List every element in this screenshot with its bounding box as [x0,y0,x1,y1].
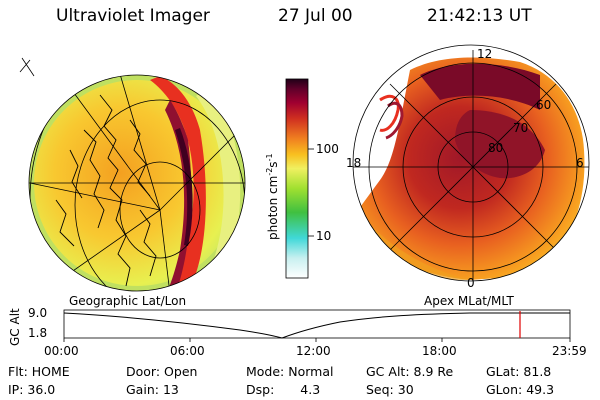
colorbar [285,78,309,279]
altitude-xtick-1800: 18:00 [422,344,457,358]
dsp-value: 4.3 [300,382,321,397]
left-panel-caption: Geographic Lat/Lon [69,294,187,308]
glon-value: 49.3 [526,382,555,397]
right-panel-caption: Apex MLat/MLT [424,294,514,308]
mlt-label-18: 18 [346,156,362,170]
mlt-label-6: 6 [576,156,584,170]
door-value: Open [164,364,198,379]
flt-field: Flt: HOME [8,364,70,379]
colorbar-units: photon cm-2s-1 [265,153,280,240]
gcalt-field: GC Alt: 8.9 Re [366,364,454,379]
ip-field: IP: 36.0 [8,382,56,397]
magnetic-image [353,45,589,281]
ip-value: 36.0 [27,382,56,397]
mlat-label-60: 60 [536,98,552,112]
image-time: 21:42:13 UT [427,6,532,26]
altitude-ylabel: GC Alt [8,308,22,346]
coastline-overlay [55,94,157,287]
mlat-label-70: 70 [513,121,529,135]
altitude-curve [63,312,570,339]
door-field: Door: Open [126,364,198,379]
altitude-xtick-1200: 12:00 [296,344,331,358]
mlat-label-80: 80 [488,141,504,155]
altitude-xtick-2359: 23:59 [552,344,587,358]
gain-value: 13 [162,382,179,397]
altitude-xtick-0600: 06:00 [170,344,205,358]
mode-field: Mode: Normal [246,364,334,379]
glat-field: GLat: 81.8 [486,364,552,379]
flt-value: HOME [31,364,70,379]
colorbar-tick-10: 10 [316,229,332,243]
mlt-label-0: 0 [467,276,475,290]
dsp-field: Dsp: 4.3 [246,382,321,397]
instrument-title: Ultraviolet Imager [56,6,210,26]
seq-value: 30 [397,382,414,397]
altitude-xticks [63,338,571,342]
gcalt-value: 8.9 Re [413,364,454,379]
gain-field: Gain: 13 [126,382,179,397]
altitude-plot-frame [63,309,571,339]
altitude-ytick-9: 9.0 [28,306,48,320]
glat-value: 81.8 [523,364,552,379]
left-earth-limb [28,74,246,292]
glon-field: GLon: 49.3 [486,382,555,397]
altitude-ytick-1-8: 1.8 [28,326,48,340]
geographic-image [29,75,245,291]
mode-value: Normal [288,364,334,379]
mlt-label-12: 12 [477,47,493,61]
right-plot-boundary [352,44,590,282]
altitude-xtick-0000: 00:00 [44,344,79,358]
image-date: 27 Jul 00 [278,6,353,26]
colorbar-tick-100: 100 [316,142,339,156]
magnetic-grid [353,50,589,281]
seq-field: Seq: 30 [366,382,414,397]
